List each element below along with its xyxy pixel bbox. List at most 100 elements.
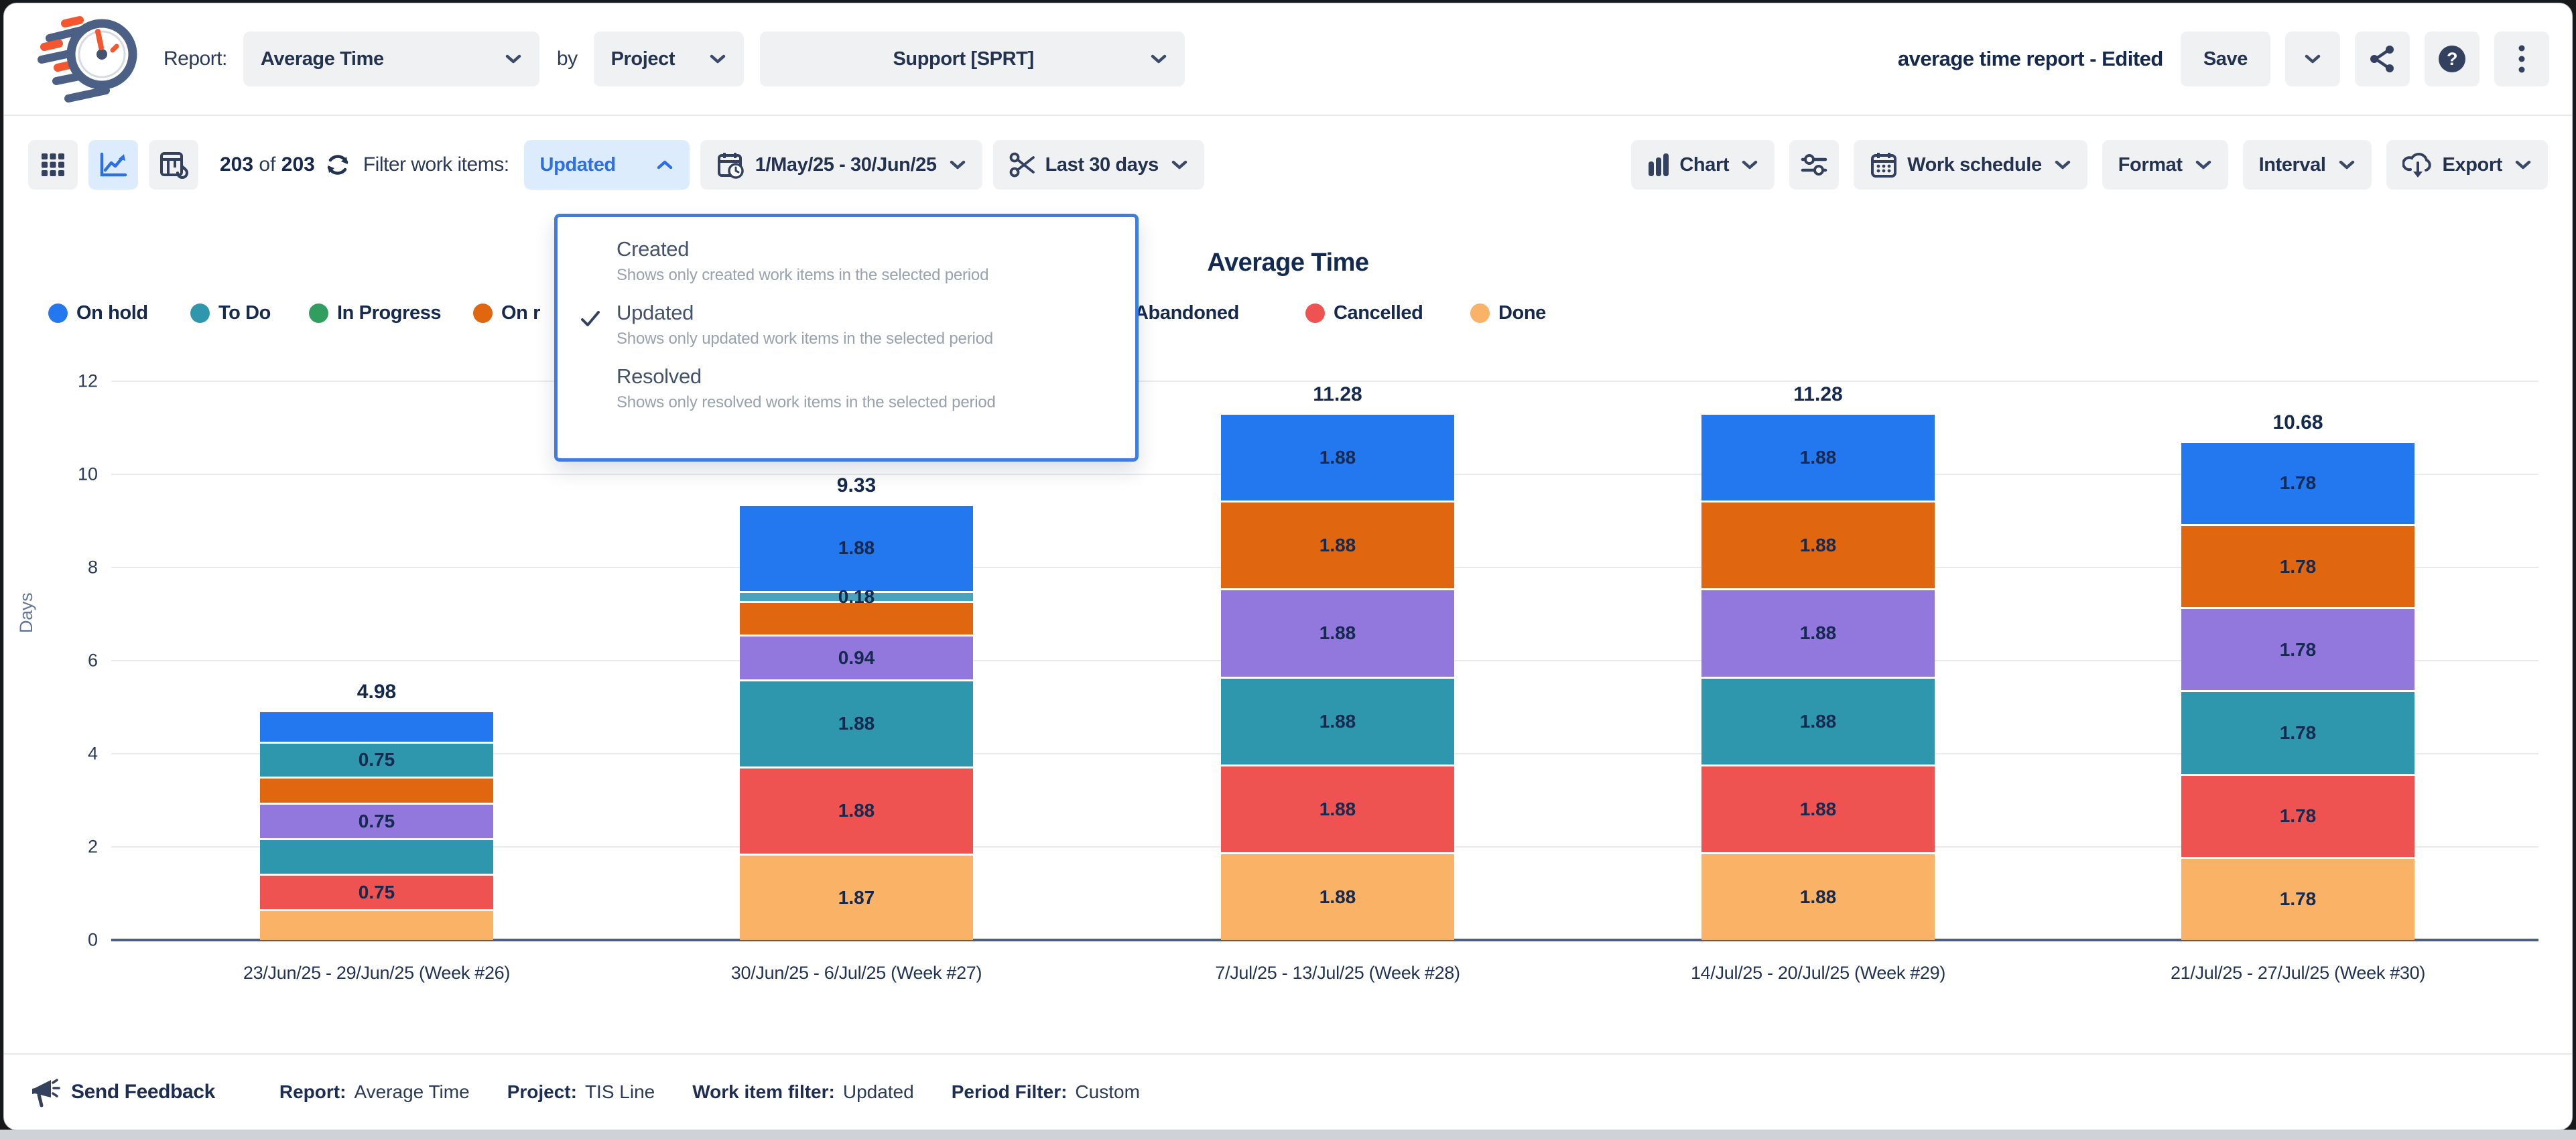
bar-segment-label: 1.88 <box>1799 886 1837 907</box>
legend-label: Cancelled <box>1334 302 1423 324</box>
more-menu-button[interactable] <box>2494 31 2549 86</box>
bar-segment[interactable]: 1.88 <box>1701 764 1935 852</box>
legend-item-cancelled[interactable]: Cancelled <box>1305 302 1423 324</box>
bar-segment[interactable]: 1.78 <box>2181 442 2414 524</box>
x-tick-label: 23/Jun/25 - 29/Jun/25 (Week #26) <box>243 963 511 983</box>
bar-segment[interactable]: 1.88 <box>1701 852 1935 940</box>
bar-segment[interactable]: 1.78 <box>2181 607 2414 691</box>
work-schedule-select[interactable]: Work schedule <box>1854 140 2087 190</box>
filter-option-title: Resolved <box>617 364 702 388</box>
legend-item-on-r[interactable]: On r <box>473 302 540 324</box>
bar-segment[interactable] <box>740 600 973 635</box>
bar-segment[interactable]: 0.94 <box>740 634 973 679</box>
chevron-down-icon <box>710 54 725 64</box>
work-item-filter-select[interactable]: Updated <box>523 140 690 190</box>
bar-segment[interactable]: 1.88 <box>1701 500 1935 589</box>
bar-segment[interactable]: 1.88 <box>740 679 973 766</box>
pivot-view-button[interactable] <box>149 140 198 190</box>
bar-segment[interactable]: 1.78 <box>2181 773 2414 857</box>
legend-item-to-do[interactable]: To Do <box>190 302 271 324</box>
filter-menu-item-resolved[interactable]: Resolved Shows only resolved work items i… <box>558 364 1135 428</box>
filter-option-title: Created <box>617 237 690 261</box>
stacked-bar-week-27[interactable]: 9.33 1.88 0.18 0.94 1.88 1.88 1.87 <box>740 474 973 940</box>
project-value: Support [SPRT] <box>893 48 1034 70</box>
bar-segment[interactable]: 0.75 <box>260 803 493 838</box>
save-options-button[interactable] <box>2285 31 2340 86</box>
send-feedback-label: Send Feedback <box>71 1081 215 1103</box>
bar-segment-label: 0.75 <box>358 810 395 831</box>
bar-segment-label: 1.88 <box>1799 710 1837 732</box>
bar-segment-label: 1.88 <box>1319 622 1356 644</box>
bar-segment[interactable] <box>260 776 493 803</box>
bar-segment[interactable]: 0.75 <box>260 741 493 777</box>
stacked-bar-week-26[interactable]: 4.98 0.75 0.75 0.75 <box>260 681 493 940</box>
bar-segment[interactable] <box>260 712 493 742</box>
legend-label: On hold <box>76 302 148 324</box>
chart-type-select[interactable]: Chart <box>1631 140 1775 190</box>
project-select[interactable]: Support [SPRT] <box>759 31 1185 86</box>
stacked-bar-week-28[interactable]: 11.28 1.88 1.88 1.88 1.88 1.88 1.88 <box>1221 383 1454 940</box>
bar-segment[interactable]: 0.75 <box>260 874 493 909</box>
group-by-value: Project <box>610 48 675 70</box>
stacked-bar-week-30[interactable]: 10.68 1.78 1.78 1.78 1.78 1.78 1.78 <box>2181 411 2414 940</box>
bar-segment[interactable]: 1.88 <box>1221 676 1454 764</box>
report-type-select[interactable]: Average Time <box>243 31 539 86</box>
chevron-down-icon <box>2055 160 2070 170</box>
date-range-select[interactable]: 1/May/25 - 30/Jun/25 <box>700 140 982 190</box>
bar-segment[interactable]: 1.88 <box>1221 588 1454 677</box>
bar-segment[interactable]: 1.78 <box>2181 856 2414 940</box>
bar-segment[interactable]: 1.88 <box>1221 852 1454 940</box>
chevron-down-icon <box>2339 160 2354 170</box>
bar-segment[interactable]: 1.78 <box>2181 523 2414 608</box>
trim-period-select[interactable]: Last 30 days <box>992 140 1204 190</box>
stacked-bar-week-29[interactable]: 11.28 1.88 1.88 1.88 1.88 1.88 1.88 <box>1701 383 1935 940</box>
bar-segment[interactable] <box>260 838 493 874</box>
legend-label: To Do <box>218 302 271 324</box>
bar-segment[interactable]: 1.88 <box>1221 764 1454 852</box>
export-select[interactable]: Export <box>2386 140 2548 190</box>
help-button[interactable]: ? <box>2425 31 2480 86</box>
save-button[interactable]: Save <box>2180 31 2270 86</box>
send-feedback-button[interactable]: Send Feedback <box>31 1076 215 1108</box>
refresh-button[interactable] <box>324 151 351 178</box>
filter-menu-item-updated[interactable]: Updated Shows only updated work items in … <box>558 301 1135 364</box>
bar-segment-label: 1.88 <box>1319 710 1356 732</box>
bar-segment[interactable]: 1.88 <box>1701 415 1935 501</box>
bar-segment[interactable]: 0.18 <box>740 586 973 607</box>
bar-total-label: 4.98 <box>357 681 397 704</box>
y-tick-label: 10 <box>77 464 98 484</box>
bar-segment[interactable]: 1.88 <box>1701 676 1935 764</box>
bar-segment-label: 1.78 <box>2279 888 2317 910</box>
x-axis-labels: 23/Jun/25 - 29/Jun/25 (Week #26) 30/Jun/2… <box>111 963 2538 990</box>
interval-select[interactable]: Interval <box>2242 140 2372 190</box>
legend-dot <box>190 304 210 323</box>
legend-item-in-progress[interactable]: In Progress <box>309 302 442 324</box>
bar-segment[interactable] <box>260 909 493 940</box>
bar-segment-label: 0.75 <box>358 749 395 770</box>
grid-view-button[interactable] <box>28 140 78 190</box>
bar-segment[interactable]: 1.88 <box>1701 588 1935 677</box>
scissors-icon <box>1009 152 1035 178</box>
bar-segment[interactable]: 1.78 <box>2181 690 2414 774</box>
bar-segment[interactable]: 1.88 <box>1221 500 1454 589</box>
bar-segment[interactable]: 1.88 <box>740 505 973 591</box>
format-select[interactable]: Format <box>2102 140 2228 190</box>
share-button[interactable] <box>2355 31 2410 86</box>
bar-segment-label: 1.88 <box>1799 798 1837 819</box>
legend-item-on-hold[interactable]: On hold <box>48 302 148 324</box>
bar-segment[interactable]: 1.87 <box>740 853 973 940</box>
save-label: Save <box>2203 48 2248 70</box>
chart-settings-button[interactable] <box>1789 140 1840 190</box>
svg-text:?: ? <box>2447 49 2457 69</box>
group-by-select[interactable]: Project <box>593 31 744 86</box>
y-tick-label: 12 <box>77 371 98 391</box>
filter-work-items-label: Filter work items: <box>363 153 509 176</box>
legend-item-done[interactable]: Done <box>1470 302 1546 324</box>
filter-menu-item-created[interactable]: Created Shows only created work items in … <box>558 237 1135 301</box>
bar-segment-label: 1.88 <box>1799 622 1837 644</box>
grid-icon <box>42 153 64 176</box>
bar-segment[interactable]: 1.88 <box>1221 415 1454 501</box>
bar-segment[interactable]: 1.88 <box>740 766 973 854</box>
legend-label: Abandoned <box>1135 302 1239 324</box>
chart-view-button[interactable] <box>88 140 138 190</box>
